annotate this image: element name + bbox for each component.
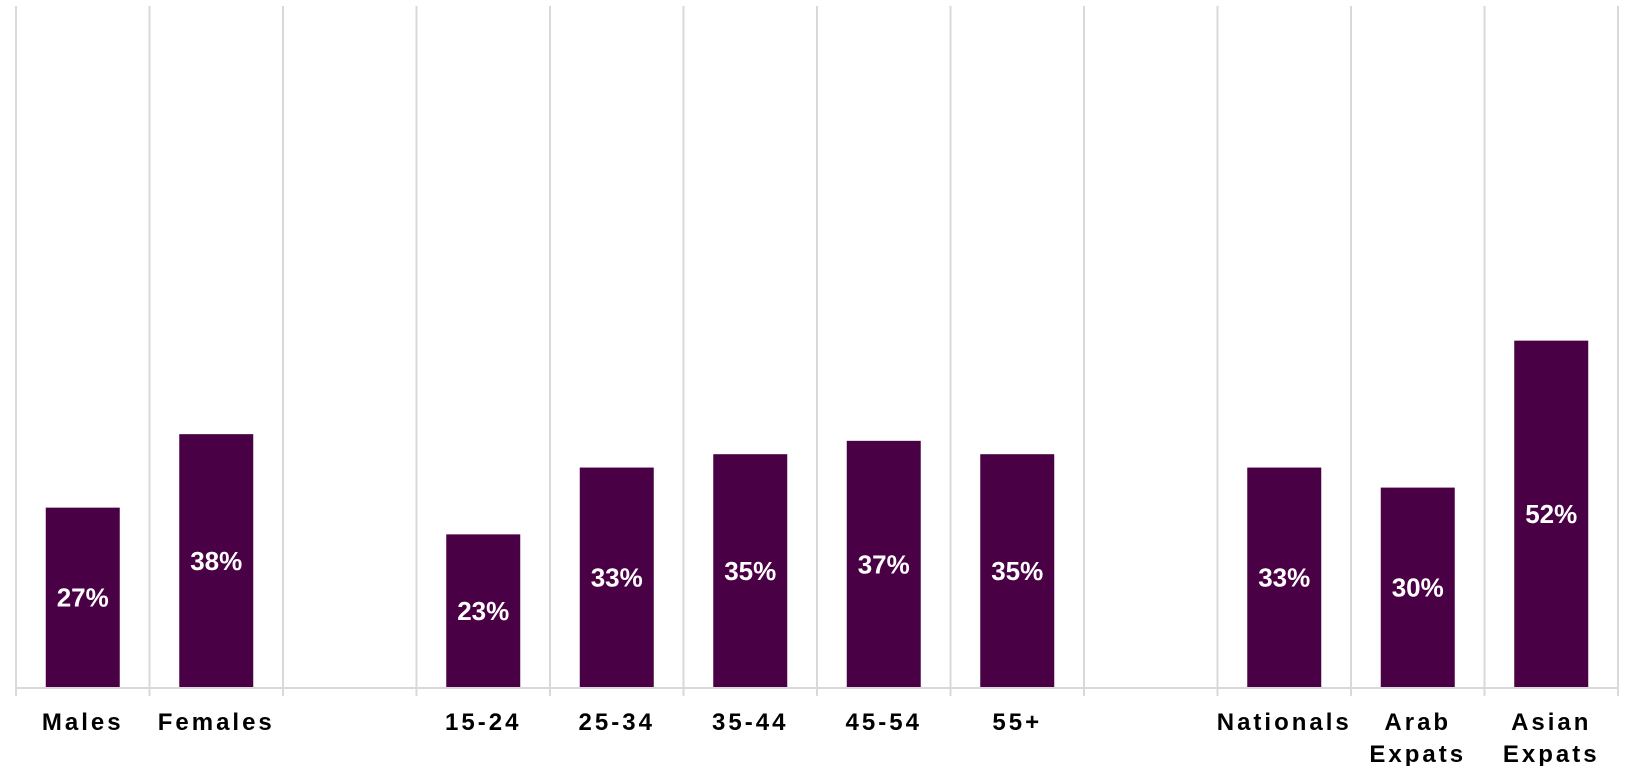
- gridlines: [15, 6, 1619, 696]
- bar: [980, 454, 1055, 688]
- bars: [45, 340, 1589, 688]
- data-label: 33%: [1258, 563, 1310, 593]
- category-label: Females: [158, 709, 275, 736]
- category-label: Expats: [1503, 741, 1600, 766]
- category-label: 25-34: [579, 709, 655, 736]
- data-label: 27%: [57, 583, 109, 613]
- bar: [1514, 340, 1589, 688]
- data-label: 23%: [457, 596, 509, 626]
- category-label: Arab: [1384, 709, 1451, 736]
- category-label: 55+: [992, 709, 1042, 736]
- bar: [579, 467, 654, 688]
- category-labels: Males Females 15-24 25-34 35-44 45-54 55+ Natio…: [42, 709, 1600, 766]
- data-label: 35%: [724, 556, 776, 586]
- category-label: 45-54: [846, 709, 922, 736]
- data-label: 30%: [1392, 573, 1444, 603]
- data-label: 38%: [190, 546, 242, 576]
- bar: [1247, 467, 1322, 688]
- category-label: 35-44: [712, 709, 788, 736]
- data-label: 33%: [591, 563, 643, 593]
- data-label: 37%: [858, 549, 910, 579]
- bar: [179, 434, 254, 688]
- category-label: Expats: [1369, 741, 1466, 766]
- category-label: Nationals: [1217, 709, 1352, 736]
- bar: [1380, 487, 1455, 688]
- data-label: 52%: [1525, 499, 1577, 529]
- bar: [713, 454, 788, 688]
- data-labels: 27% 38% 23% 33% 35% 37% 35% 33% 30% 52%: [57, 499, 1578, 626]
- bar: [45, 507, 120, 688]
- category-label: Males: [42, 709, 124, 736]
- bar: [446, 534, 521, 688]
- category-label: Asian: [1511, 709, 1591, 736]
- bar: [846, 440, 921, 688]
- data-label: 35%: [991, 556, 1043, 586]
- category-label: 15-24: [445, 709, 521, 736]
